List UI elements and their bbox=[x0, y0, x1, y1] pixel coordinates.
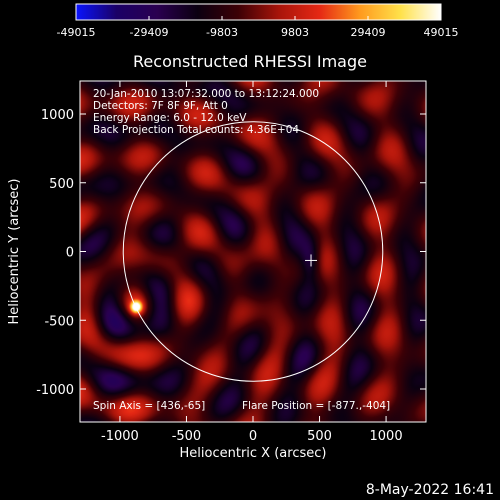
colorbar-tick-label: -49015 bbox=[57, 26, 96, 39]
y-tick-label: 500 bbox=[49, 177, 74, 192]
colorbar bbox=[75, 3, 442, 21]
spin-axis-label: Spin Axis = [436,-65] bbox=[93, 400, 206, 412]
y-tick-label: 0 bbox=[66, 246, 74, 261]
colorbar-tick-label: 49015 bbox=[424, 26, 459, 39]
y-axis-label: Heliocentric Y (arcsec) bbox=[7, 179, 22, 325]
colorbar-tick-label: 29409 bbox=[351, 26, 386, 39]
colorbar-tick-label: -9803 bbox=[206, 26, 238, 39]
y-tick-label: -500 bbox=[44, 314, 74, 329]
info-energy-range: Energy Range: 6.0 - 12.0 keV bbox=[93, 112, 247, 124]
y-tick-label: -1000 bbox=[36, 383, 74, 398]
colorbar-tick-label: -29409 bbox=[130, 26, 169, 39]
chart-title: Reconstructed RHESSI Image bbox=[133, 52, 367, 71]
x-tick-label: 1000 bbox=[370, 429, 403, 444]
info-method-counts: Back Projection Total counts: 4.36E+04 bbox=[93, 124, 300, 136]
colorbar-tick-label: 9803 bbox=[281, 26, 309, 39]
x-tick-label: -500 bbox=[172, 429, 202, 444]
info-detectors: Detectors: 7F 8F 9F, Att 0 bbox=[93, 100, 228, 112]
x-tick-label: 500 bbox=[307, 429, 332, 444]
flare-position-label: Flare Position = [-877.,-404] bbox=[242, 400, 391, 412]
info-time-range: 20-Jan-2010 13:07:32.000 to 13:12:24.000 bbox=[93, 88, 320, 100]
timestamp: 8-May-2022 16:41 bbox=[365, 482, 494, 498]
x-tick-label: -1000 bbox=[101, 429, 139, 444]
heatmap-image bbox=[80, 81, 426, 422]
y-tick-label: 1000 bbox=[41, 108, 74, 123]
x-axis-label: Heliocentric X (arcsec) bbox=[180, 446, 327, 461]
solar-limb-circle bbox=[122, 121, 384, 382]
x-tick-label: 0 bbox=[249, 429, 257, 444]
